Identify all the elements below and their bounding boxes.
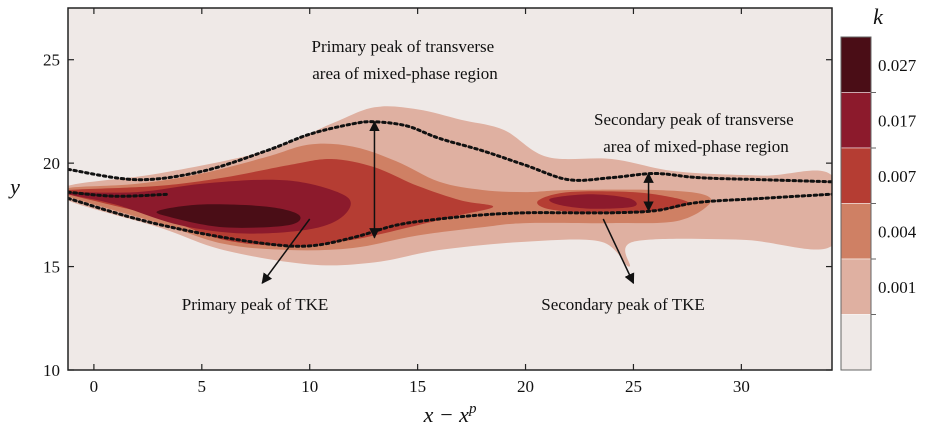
x-axis-ticks: 0 5 10 15 20 25 30 [90, 8, 750, 396]
x-tick-label: 0 [90, 377, 99, 396]
x-axis-title: x − xp [423, 401, 477, 427]
colorbar-swatch [840, 258, 872, 315]
colorbar-label: 0.027 [878, 56, 917, 75]
y-tick-label: 20 [43, 154, 60, 173]
x-tick-label: 25 [625, 377, 642, 396]
annotation-secondary-area: Secondary peak of transverse area of mix… [594, 110, 798, 156]
y-tick-label: 15 [43, 258, 60, 277]
colorbar-label: 0.007 [878, 167, 917, 186]
colorbar-labels: 0.027 0.017 0.007 0.004 0.001 [871, 56, 917, 315]
boundary-upper [68, 120, 832, 184]
annotation-markers [261, 120, 654, 285]
x-tick-label: 30 [733, 377, 750, 396]
colorbar-swatch [840, 314, 872, 371]
x-axis-title-superscript: p [468, 401, 477, 417]
primary-tke-arrow [261, 218, 311, 284]
colorbar-swatch [840, 36, 872, 93]
colorbar-label: 0.017 [878, 111, 917, 130]
colorbar-swatches [840, 36, 872, 371]
x-tick-label: 15 [409, 377, 426, 396]
y-tick-label: 10 [43, 361, 60, 380]
colorbar-swatch [840, 147, 872, 204]
x-tick-label: 20 [517, 377, 534, 396]
colorbar-swatch [840, 92, 872, 149]
x-tick-label: 10 [301, 377, 318, 396]
annotation-primary-area: Primary peak of transverse area of mixed… [312, 37, 499, 83]
mixed-phase-boundary [68, 120, 832, 248]
colorbar-label: 0.004 [878, 222, 917, 241]
contour-band-0.017-5 [549, 194, 637, 209]
x-tick-label: 5 [198, 377, 207, 396]
annotation-secondary-tke: Secondary peak of TKE [541, 295, 705, 314]
y-tick-label: 25 [43, 51, 60, 70]
secondary-tke-arrow [602, 218, 635, 285]
contour-bands [68, 106, 832, 267]
plot-frame [67, 7, 833, 371]
contour-band-0.027-6 [156, 204, 301, 228]
annotation-primary-tke: Primary peak of TKE [182, 295, 329, 314]
colorbar-swatch [840, 203, 872, 260]
boundary-lower [68, 192, 832, 248]
y-axis-ticks: 10 15 20 25 [43, 51, 832, 380]
boundary-inner-left [68, 190, 171, 198]
colorbar-label: 0.001 [878, 278, 916, 297]
colorbar: k 0.027 0.017 0.007 0.004 0.001 [840, 4, 917, 371]
y-axis-title: y [8, 174, 20, 199]
colorbar-title: k [873, 4, 884, 29]
